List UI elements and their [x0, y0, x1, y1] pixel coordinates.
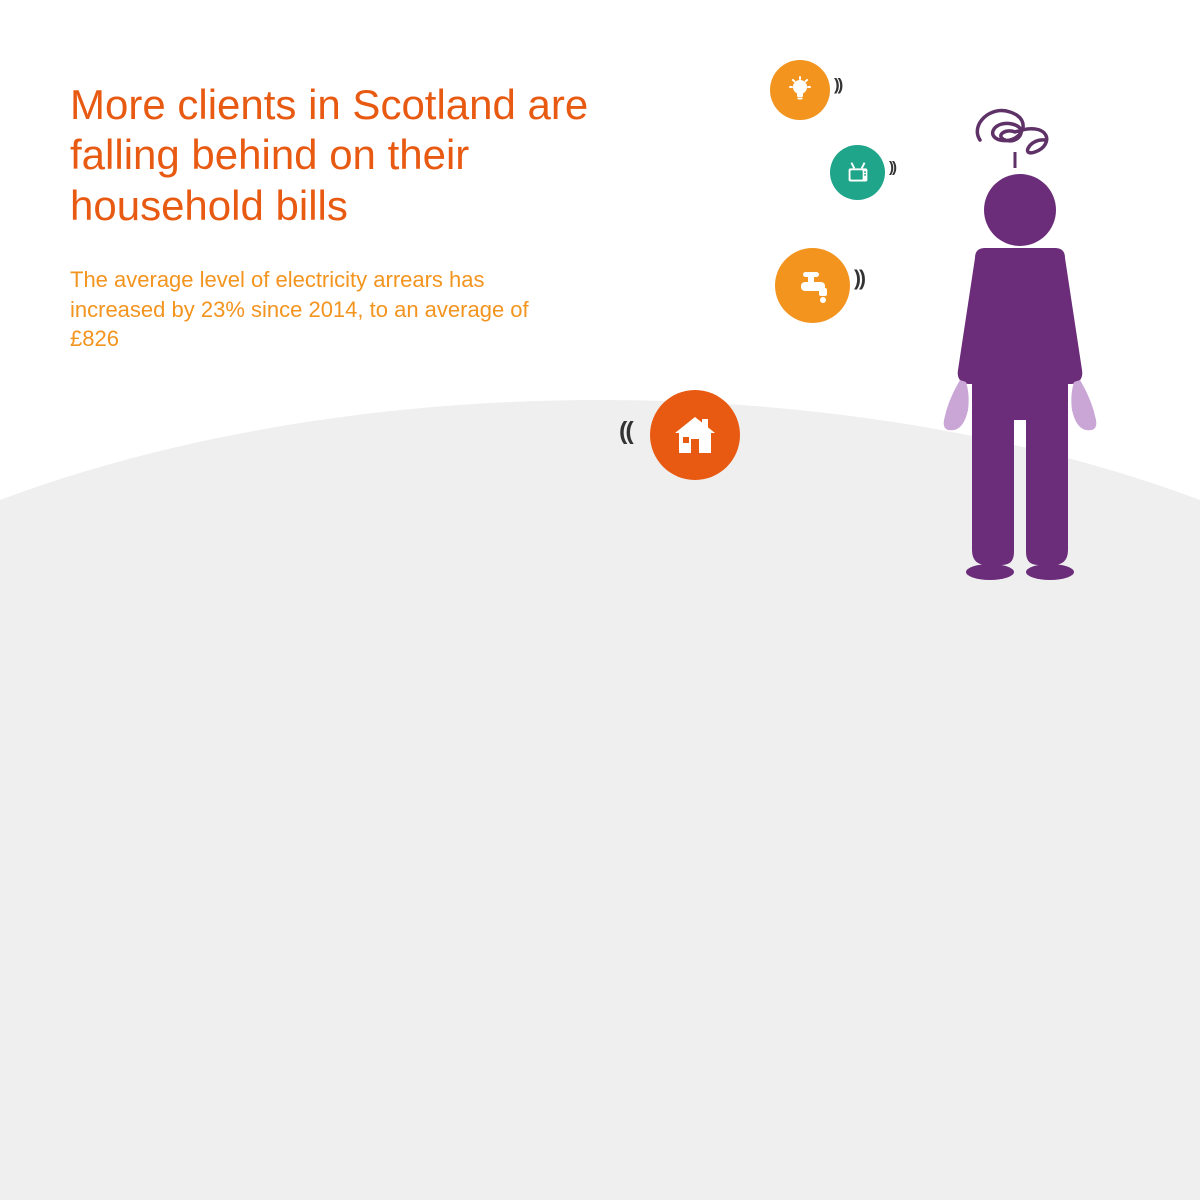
person-empty-pockets-icon [930, 170, 1110, 580]
lightbulb-icon [784, 74, 816, 106]
sound-wave-icon: )) [854, 267, 864, 291]
sound-wave-icon: )) [834, 75, 841, 95]
bubble-tap [775, 248, 850, 323]
confusion-scribble-icon [960, 90, 1070, 170]
house-icon [669, 409, 721, 461]
tap-icon [791, 264, 835, 308]
bubble-tv [830, 145, 885, 200]
sound-wave-icon: (( [619, 417, 632, 446]
sound-wave-icon: )) [889, 159, 895, 176]
headline-text: More clients in Scotland are falling beh… [70, 80, 630, 231]
tv-icon [843, 158, 873, 188]
bubble-house [650, 390, 740, 480]
bubble-lightbulb [770, 60, 830, 120]
subtext: The average level of electricity arrears… [70, 265, 530, 354]
